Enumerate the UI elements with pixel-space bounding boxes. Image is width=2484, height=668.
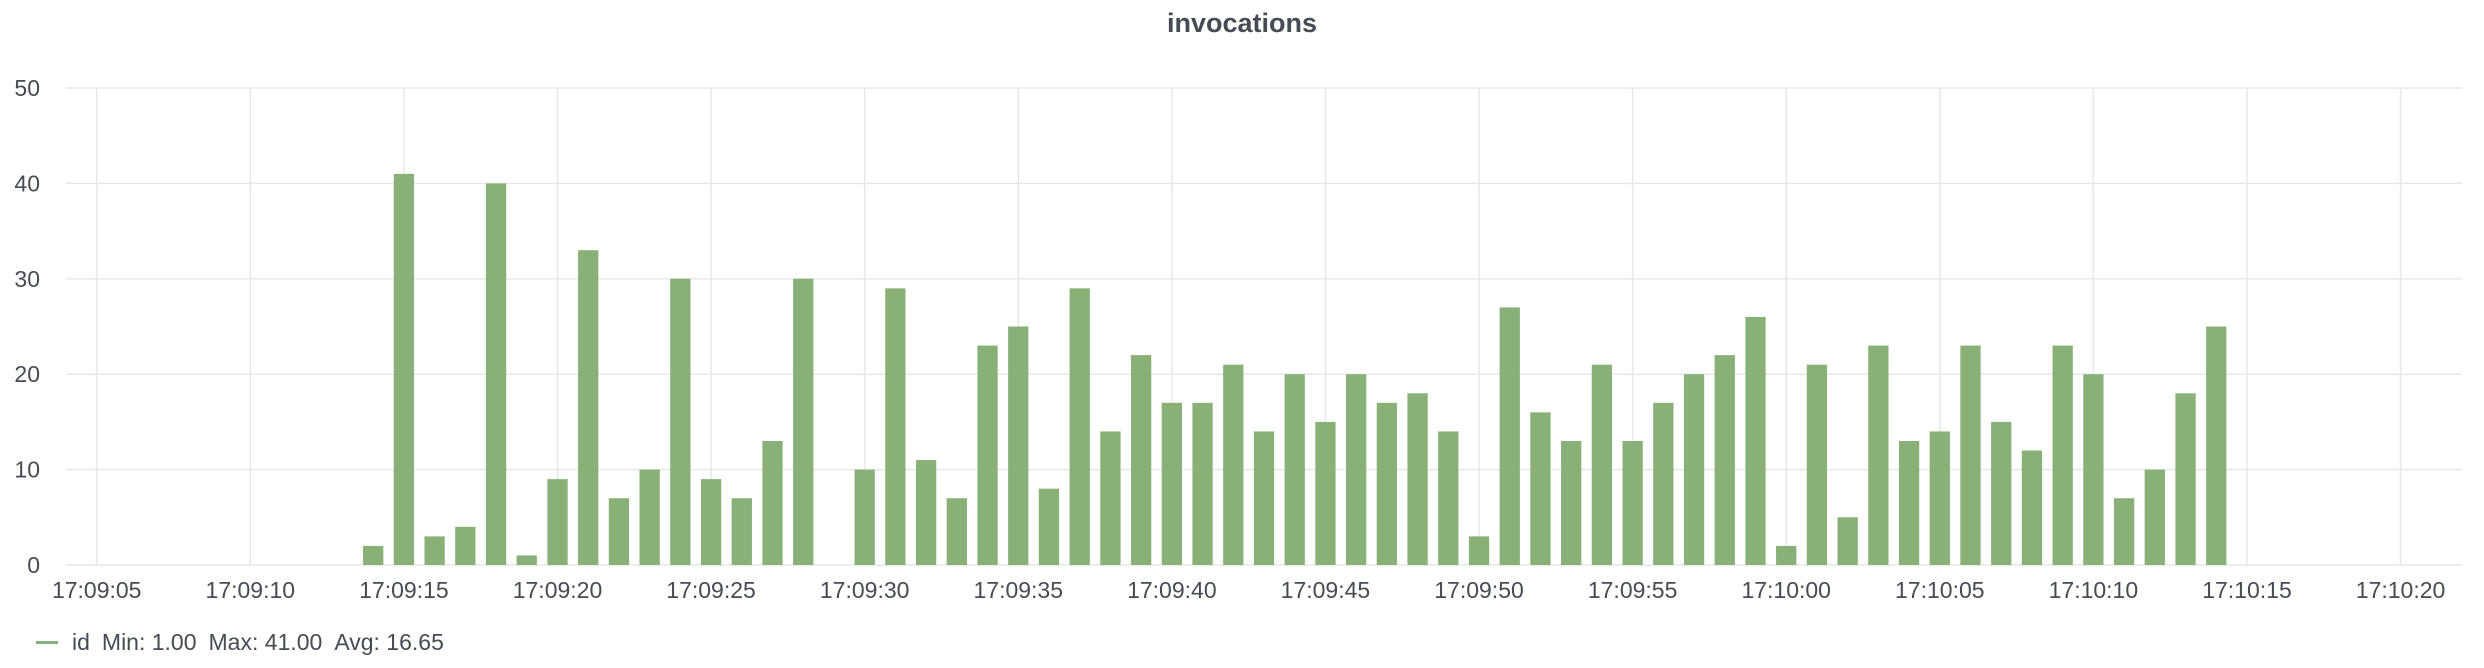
bar[interactable] — [1499, 307, 1520, 565]
bar[interactable] — [670, 278, 691, 565]
bar[interactable] — [2144, 469, 2165, 565]
legend-swatch — [36, 641, 58, 644]
bar[interactable] — [485, 183, 507, 565]
bar[interactable] — [639, 469, 660, 565]
bar[interactable] — [1683, 374, 1705, 565]
y-tick-label: 20 — [14, 361, 40, 387]
bar[interactable] — [1653, 402, 1674, 565]
bar[interactable] — [2083, 374, 2104, 565]
bar[interactable] — [1069, 288, 1090, 565]
bar[interactable] — [1038, 488, 1060, 565]
bar[interactable] — [731, 498, 752, 565]
bar[interactable] — [608, 498, 630, 565]
bar[interactable] — [885, 288, 906, 565]
bar[interactable] — [1776, 545, 1797, 565]
y-tick-label: 30 — [14, 266, 40, 292]
bar[interactable] — [1714, 355, 1735, 565]
x-tick-label: 17:10:00 — [1741, 577, 1831, 603]
bars — [363, 173, 2227, 566]
legend-series-name[interactable]: id — [72, 629, 90, 655]
bar[interactable] — [1192, 402, 1213, 565]
x-tick-label: 17:09:15 — [359, 577, 449, 603]
bar[interactable] — [2052, 345, 2073, 565]
x-tick-label: 17:10:15 — [2202, 577, 2292, 603]
x-tick-label: 17:10:10 — [2049, 577, 2139, 603]
bar[interactable] — [1253, 431, 1275, 565]
bar[interactable] — [946, 498, 967, 565]
bar[interactable] — [1530, 412, 1551, 565]
bar[interactable] — [1898, 440, 1920, 565]
bar[interactable] — [1591, 364, 1613, 565]
bar[interactable] — [1745, 316, 1766, 565]
bar[interactable] — [2021, 450, 2043, 565]
bar[interactable] — [1284, 374, 1305, 565]
legend-avg: Avg: 16.65 — [334, 629, 444, 655]
y-tick-label: 0 — [27, 552, 40, 578]
chart-title: invocations — [1166, 8, 1318, 38]
bar[interactable] — [1837, 517, 1858, 565]
x-tick-label: 17:09:20 — [513, 577, 603, 603]
bar[interactable] — [547, 479, 568, 565]
x-tick-label: 17:10:20 — [2356, 577, 2446, 603]
bar[interactable] — [1960, 345, 1981, 565]
bar[interactable] — [424, 536, 445, 565]
bar[interactable] — [1868, 345, 1889, 565]
x-tick-label: 17:09:45 — [1281, 577, 1371, 603]
x-tick-label: 17:09:50 — [1434, 577, 1524, 603]
x-tick-label: 17:09:40 — [1127, 577, 1217, 603]
y-tick-label: 10 — [14, 457, 40, 483]
bar[interactable] — [393, 173, 415, 566]
legend-max: Max: 41.00 — [208, 629, 323, 655]
x-tick-label: 17:09:10 — [206, 577, 296, 603]
legend-min: Min: 1.00 — [101, 629, 197, 655]
legend[interactable]: id Min: 1.00 Max: 41.00 Avg: 16.65 — [36, 629, 456, 656]
bar[interactable] — [1991, 421, 2012, 565]
x-tick-label: 17:09:05 — [52, 577, 142, 603]
y-tick-label: 40 — [14, 170, 40, 196]
bar[interactable] — [1407, 393, 1428, 565]
x-tick-label: 17:09:30 — [820, 577, 910, 603]
bar[interactable] — [1376, 402, 1398, 565]
x-tick-label: 17:09:25 — [666, 577, 756, 603]
x-axis: 17:09:05 17:09:10 17:09:15 17:09:20 17:09:25… — [52, 577, 2445, 603]
bar[interactable] — [363, 545, 384, 565]
bar[interactable] — [915, 460, 937, 565]
bar[interactable] — [1223, 364, 1244, 565]
bar[interactable] — [977, 345, 998, 565]
y-axis: 0 10 20 30 40 50 — [14, 75, 40, 578]
bar[interactable] — [1438, 431, 1459, 565]
x-tick-label: 17:09:55 — [1588, 577, 1678, 603]
bar[interactable] — [2175, 393, 2196, 565]
y-tick-label: 50 — [14, 75, 40, 101]
bar[interactable] — [1008, 326, 1029, 566]
bar[interactable] — [1130, 355, 1152, 565]
bar[interactable] — [793, 278, 814, 565]
bar[interactable] — [1100, 431, 1121, 565]
bar[interactable] — [1346, 374, 1367, 565]
bar[interactable] — [1622, 440, 1643, 565]
bar[interactable] — [700, 479, 722, 565]
bar[interactable] — [2113, 498, 2135, 565]
bar[interactable] — [854, 469, 875, 565]
bar[interactable] — [2206, 326, 2227, 566]
bar[interactable] — [455, 526, 476, 565]
bar[interactable] — [762, 440, 783, 565]
bar[interactable] — [1561, 440, 1582, 565]
bar[interactable] — [578, 250, 599, 565]
bar[interactable] — [1315, 421, 1336, 565]
bar[interactable] — [1161, 402, 1182, 565]
bar[interactable] — [1468, 536, 1490, 565]
x-tick-label: 17:10:05 — [1895, 577, 1985, 603]
bar[interactable] — [516, 555, 537, 565]
x-tick-label: 17:09:35 — [973, 577, 1063, 603]
bar[interactable] — [1929, 431, 1950, 565]
bar[interactable] — [1806, 364, 1828, 565]
